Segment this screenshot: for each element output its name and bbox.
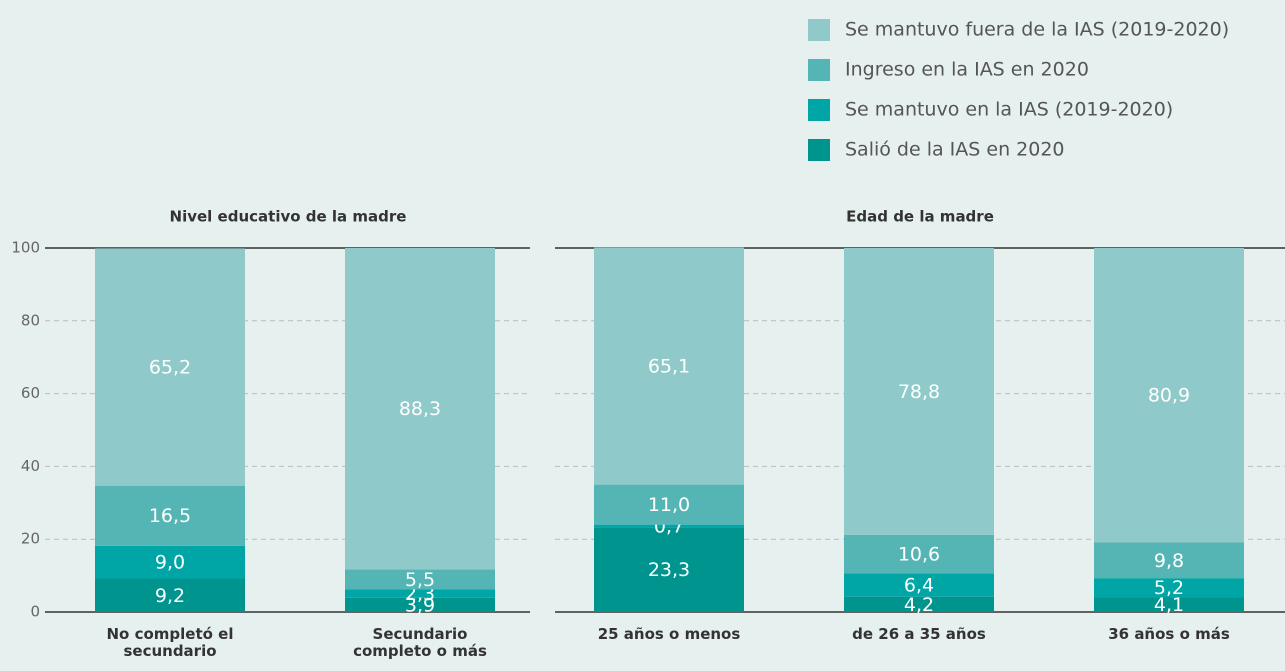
y-tick-label: 100 — [11, 239, 40, 257]
x-tick-label: 25 años o menos — [597, 625, 741, 643]
value-label: 9,8 — [1154, 550, 1184, 572]
bar-segment — [594, 484, 744, 525]
y-tick-label: 60 — [21, 384, 40, 402]
value-label: 5,2 — [1154, 577, 1184, 599]
x-tick-label: 36 años o más — [1108, 625, 1230, 643]
value-label: 5,5 — [405, 569, 435, 591]
bar-segment — [345, 589, 495, 598]
legend-swatch — [808, 59, 830, 81]
bar-segment — [345, 248, 495, 570]
value-label: 65,2 — [149, 357, 191, 379]
value-label: 80,9 — [1148, 385, 1190, 407]
y-tick-label: 40 — [21, 457, 40, 475]
value-label: 4,1 — [1154, 594, 1184, 616]
value-label: 16,5 — [149, 505, 191, 527]
value-label: 4,2 — [904, 594, 934, 616]
legend-swatch — [808, 139, 830, 161]
bar-segment — [1094, 542, 1244, 579]
legend-label: Ingreso en la IAS en 2020 — [845, 59, 1089, 81]
x-tick-label: Secundario completo o más — [353, 625, 487, 660]
bar-segment — [844, 573, 994, 597]
y-tick-label: 0 — [30, 603, 40, 621]
y-tick-label: 80 — [21, 311, 40, 329]
legend-swatch — [808, 99, 830, 121]
value-label: 3,9 — [405, 594, 435, 616]
value-label: 9,0 — [155, 552, 185, 574]
value-label: 65,1 — [648, 356, 690, 378]
group-title: Edad de la madre — [846, 208, 994, 226]
bar-segment — [345, 597, 495, 612]
bar-segment — [844, 248, 994, 535]
value-label: 10,6 — [898, 544, 940, 566]
bar-segment — [594, 247, 744, 485]
bar-segment — [1094, 248, 1244, 543]
bar-segment — [95, 485, 245, 546]
x-tick-label: de 26 a 35 años — [852, 625, 986, 643]
legend-label: Se mantuvo fuera de la IAS (2019-2020) — [845, 19, 1229, 41]
value-label: 78,8 — [898, 381, 940, 403]
value-label: 23,3 — [648, 559, 690, 581]
bar-segment — [1094, 597, 1244, 612]
legend-label: Se mantuvo en la IAS (2019-2020) — [845, 99, 1173, 121]
bar-segment — [95, 578, 245, 612]
bar-segment — [1094, 578, 1244, 598]
bar-segment — [844, 596, 994, 612]
legend-swatch — [808, 19, 830, 41]
y-tick-label: 20 — [21, 530, 40, 548]
x-tick-label: No completó el secundario — [106, 625, 234, 660]
value-label: 9,2 — [155, 585, 185, 607]
value-label: 11,0 — [648, 494, 690, 516]
value-label: 6,4 — [904, 575, 934, 597]
bar-segment — [95, 248, 245, 486]
legend-label: Salió de la IAS en 2020 — [845, 139, 1065, 161]
bar-segment — [95, 545, 245, 579]
bar-segment — [594, 527, 744, 612]
group-title: Nivel educativo de la madre — [170, 208, 407, 226]
bar-segment — [345, 569, 495, 590]
bar-segment — [594, 524, 744, 528]
value-label: 88,3 — [399, 398, 441, 420]
bar-segment — [844, 534, 994, 574]
